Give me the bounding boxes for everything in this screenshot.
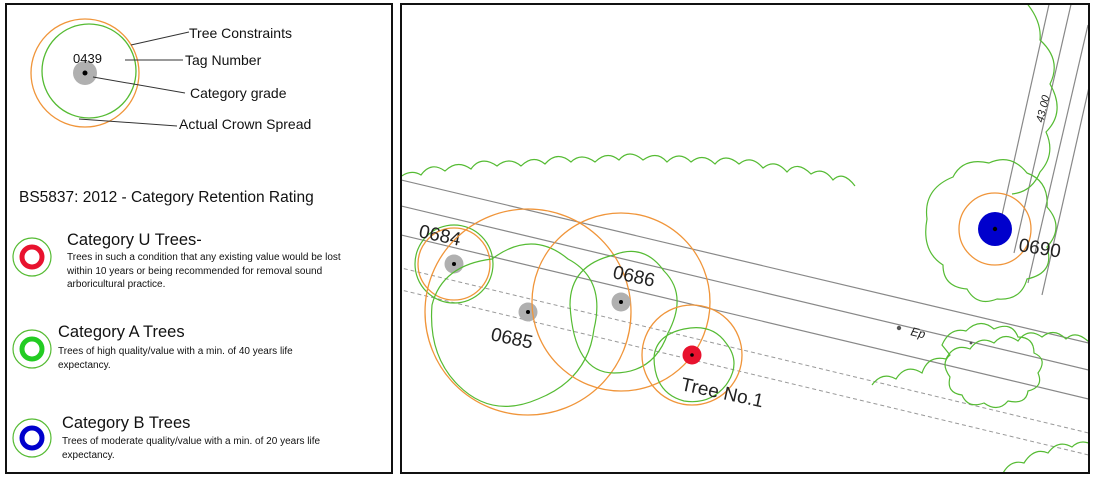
cat-a-crown-circle	[12, 329, 52, 369]
label-actual-crown-spread: Actual Crown Spread	[179, 116, 312, 132]
sample-crown-circle	[41, 23, 137, 119]
road-line-3	[402, 234, 1088, 400]
road-line-2	[402, 205, 1088, 371]
rating-title: BS5837: 2012 - Category Retention Rating	[19, 189, 314, 206]
hedge-clump-right	[941, 322, 1043, 409]
cat-u-title: Category U Trees-	[67, 231, 202, 249]
cat-a-title: Category A Trees	[58, 323, 185, 341]
ep-label: Ep	[909, 324, 927, 341]
cat-u-crown-circle	[12, 237, 52, 277]
cat-b-icon	[19, 425, 45, 451]
tree-no1-point	[690, 353, 694, 357]
tree-0690-tag: 0690	[1017, 235, 1062, 262]
tree-0684-constraint	[417, 227, 491, 301]
label-tree-constraints: Tree Constraints	[189, 25, 292, 41]
tree-0685-constraint	[424, 208, 632, 416]
leader-tree-constraints	[130, 31, 190, 46]
tree-no1-crown	[653, 327, 735, 403]
ramp-line-4	[1041, 88, 1088, 296]
cat-u-icon	[19, 244, 45, 270]
leader-category-grade	[92, 76, 186, 94]
tree-0690-constraint	[958, 192, 1032, 266]
cat-b-description: Trees of moderate quality/value with a m…	[62, 436, 321, 461]
sample-constraint-circle	[30, 18, 140, 128]
label-tag-number: Tag Number	[185, 52, 262, 68]
cat-u-description: Trees in such a condition that any exist…	[67, 252, 341, 290]
label-category-grade: Category grade	[190, 85, 287, 101]
road-line-dashed-1	[402, 267, 1088, 434]
ramp-line-1	[997, 5, 1050, 234]
sample-tag-number: 0439	[73, 51, 102, 66]
site-plan-map: 0690 0684 0685 0686 Tree No.1	[402, 5, 1088, 472]
tree-0686-constraint	[531, 212, 711, 392]
tree-0685-crown	[430, 243, 598, 407]
map-panel: 0690 0684 0685 0686 Tree No.1	[400, 3, 1090, 474]
tree-0685-point	[526, 310, 530, 314]
tree-0690-point	[992, 226, 998, 232]
tree-0684-point	[452, 262, 456, 266]
legend-panel: 0439 Tree Constraints Tag Number Categor…	[5, 3, 393, 474]
cat-b-title: Category B Trees	[62, 414, 191, 432]
road-line-dashed-2	[402, 289, 1088, 456]
tree-0685-tag: 0685	[489, 324, 535, 353]
hedge-boundary-top	[402, 153, 856, 187]
survey-point-marker	[969, 341, 973, 345]
tree-0686-point	[619, 300, 623, 304]
ramp-crown-edge	[1011, 5, 1058, 195]
tree-0684-tag: 0684	[417, 221, 463, 250]
level-annotation: 43.00	[1034, 93, 1053, 123]
tree-no1-constraint	[641, 304, 743, 406]
tree-0690-crown	[925, 159, 1057, 302]
legend-diagram	[12, 18, 190, 458]
hedge-boundary-bottom	[871, 331, 1088, 472]
tree-0684-crown	[414, 224, 494, 304]
cat-a-icon	[19, 336, 45, 362]
cat-a-description: Trees of high quality/value with a min. …	[58, 346, 293, 371]
tree-0686-crown	[569, 250, 678, 374]
sample-tree-point	[82, 70, 88, 76]
leader-crown-spread	[78, 118, 178, 127]
ep-point-marker	[896, 325, 902, 331]
ramp-line-2	[1013, 5, 1072, 254]
cat-b-crown-circle	[12, 418, 52, 458]
tree-no1-tag: Tree No.1	[679, 374, 765, 412]
road-line-1	[402, 179, 1088, 344]
ramp-line-3	[1027, 24, 1088, 284]
